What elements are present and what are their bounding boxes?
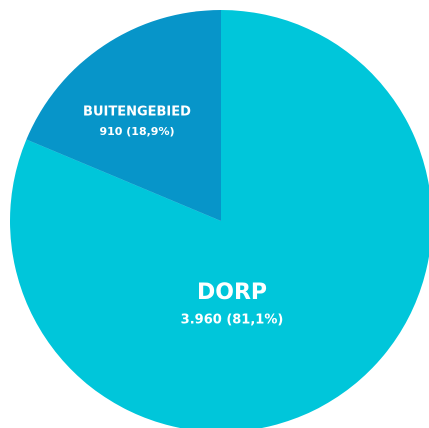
slice-label: BUITENGEBIED xyxy=(83,105,191,120)
pie-slice xyxy=(26,9,222,221)
slice-value-label: 3.960 (81,1%) xyxy=(181,313,284,328)
pie-slice xyxy=(9,10,429,428)
slice-value-label: 910 (18,9%) xyxy=(99,125,174,138)
slice-label: DORP xyxy=(197,280,267,305)
